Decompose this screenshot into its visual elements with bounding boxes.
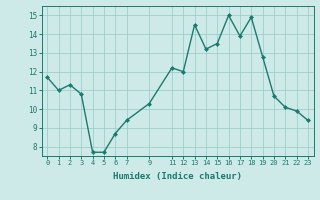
X-axis label: Humidex (Indice chaleur): Humidex (Indice chaleur) — [113, 172, 242, 181]
